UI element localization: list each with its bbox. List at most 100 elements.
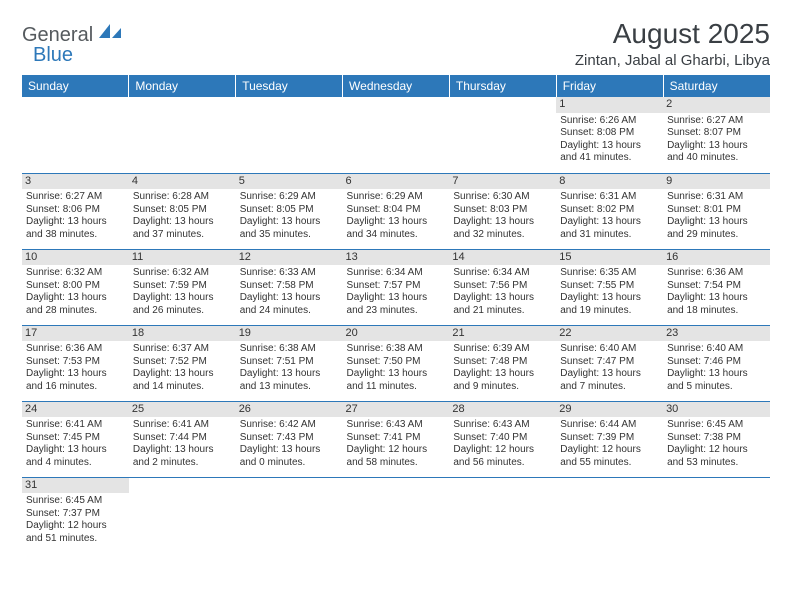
day-cell: 9Sunrise: 6:31 AMSunset: 8:01 PMDaylight…	[663, 173, 770, 249]
sail-icon	[97, 22, 123, 47]
sunrise-line: Sunrise: 6:40 AM	[667, 343, 766, 356]
sunrise-line: Sunrise: 6:33 AM	[240, 267, 339, 280]
day-cell: 18Sunrise: 6:37 AMSunset: 7:52 PMDayligh…	[129, 325, 236, 401]
day-number: 14	[449, 250, 556, 266]
empty-cell	[343, 97, 450, 173]
sunset-line: Sunset: 8:00 PM	[26, 280, 125, 293]
empty-cell	[556, 477, 663, 553]
empty-cell	[663, 477, 770, 553]
sunrise-line: Sunrise: 6:29 AM	[347, 191, 446, 204]
daylight-line: Daylight: 12 hours and 55 minutes.	[560, 444, 659, 469]
daylight-line: Daylight: 13 hours and 28 minutes.	[26, 292, 125, 317]
daylight-line: Daylight: 13 hours and 24 minutes.	[240, 292, 339, 317]
day-cell: 1Sunrise: 6:26 AMSunset: 8:08 PMDaylight…	[556, 97, 663, 173]
sunset-line: Sunset: 7:37 PM	[26, 508, 125, 521]
day-number: 19	[236, 326, 343, 342]
day-number: 29	[556, 402, 663, 418]
sunrise-line: Sunrise: 6:30 AM	[453, 191, 552, 204]
daylight-line: Daylight: 13 hours and 19 minutes.	[560, 292, 659, 317]
empty-cell	[22, 97, 129, 173]
sunrise-line: Sunrise: 6:35 AM	[560, 267, 659, 280]
calendar-row: 24Sunrise: 6:41 AMSunset: 7:45 PMDayligh…	[22, 401, 770, 477]
day-cell: 13Sunrise: 6:34 AMSunset: 7:57 PMDayligh…	[343, 249, 450, 325]
sunset-line: Sunset: 7:38 PM	[667, 432, 766, 445]
day-cell: 14Sunrise: 6:34 AMSunset: 7:56 PMDayligh…	[449, 249, 556, 325]
day-cell: 5Sunrise: 6:29 AMSunset: 8:05 PMDaylight…	[236, 173, 343, 249]
day-number: 27	[343, 402, 450, 418]
day-cell: 7Sunrise: 6:30 AMSunset: 8:03 PMDaylight…	[449, 173, 556, 249]
weekday-header: Tuesday	[236, 75, 343, 97]
sunrise-line: Sunrise: 6:31 AM	[560, 191, 659, 204]
sunset-line: Sunset: 7:56 PM	[453, 280, 552, 293]
day-number: 4	[129, 174, 236, 190]
day-cell: 12Sunrise: 6:33 AMSunset: 7:58 PMDayligh…	[236, 249, 343, 325]
daylight-line: Daylight: 12 hours and 58 minutes.	[347, 444, 446, 469]
day-number: 8	[556, 174, 663, 190]
sunset-line: Sunset: 7:57 PM	[347, 280, 446, 293]
sunrise-line: Sunrise: 6:43 AM	[453, 419, 552, 432]
empty-cell	[343, 477, 450, 553]
sunset-line: Sunset: 7:43 PM	[240, 432, 339, 445]
calendar-row: 10Sunrise: 6:32 AMSunset: 8:00 PMDayligh…	[22, 249, 770, 325]
daylight-line: Daylight: 13 hours and 7 minutes.	[560, 368, 659, 393]
sunrise-line: Sunrise: 6:45 AM	[26, 495, 125, 508]
sunset-line: Sunset: 7:47 PM	[560, 356, 659, 369]
sunrise-line: Sunrise: 6:40 AM	[560, 343, 659, 356]
sunset-line: Sunset: 7:54 PM	[667, 280, 766, 293]
weekday-header: Friday	[556, 75, 663, 97]
day-number: 10	[22, 250, 129, 266]
sunset-line: Sunset: 8:05 PM	[240, 204, 339, 217]
sunset-line: Sunset: 8:04 PM	[347, 204, 446, 217]
daylight-line: Daylight: 13 hours and 35 minutes.	[240, 216, 339, 241]
day-number: 6	[343, 174, 450, 190]
daylight-line: Daylight: 13 hours and 4 minutes.	[26, 444, 125, 469]
sunset-line: Sunset: 8:06 PM	[26, 204, 125, 217]
day-number: 22	[556, 326, 663, 342]
daylight-line: Daylight: 13 hours and 16 minutes.	[26, 368, 125, 393]
empty-cell	[449, 477, 556, 553]
daylight-line: Daylight: 13 hours and 29 minutes.	[667, 216, 766, 241]
day-cell: 10Sunrise: 6:32 AMSunset: 8:00 PMDayligh…	[22, 249, 129, 325]
calendar-table: SundayMondayTuesdayWednesdayThursdayFrid…	[22, 75, 770, 553]
daylight-line: Daylight: 13 hours and 14 minutes.	[133, 368, 232, 393]
day-cell: 16Sunrise: 6:36 AMSunset: 7:54 PMDayligh…	[663, 249, 770, 325]
sunrise-line: Sunrise: 6:45 AM	[667, 419, 766, 432]
day-cell: 31Sunrise: 6:45 AMSunset: 7:37 PMDayligh…	[22, 477, 129, 553]
logo-text-blue: Blue	[33, 44, 73, 67]
sunrise-line: Sunrise: 6:34 AM	[347, 267, 446, 280]
day-number: 11	[129, 250, 236, 266]
sunset-line: Sunset: 7:59 PM	[133, 280, 232, 293]
day-number: 1	[556, 97, 663, 113]
daylight-line: Daylight: 12 hours and 51 minutes.	[26, 520, 125, 545]
daylight-line: Daylight: 13 hours and 11 minutes.	[347, 368, 446, 393]
sunset-line: Sunset: 8:07 PM	[667, 127, 766, 140]
sunset-line: Sunset: 7:52 PM	[133, 356, 232, 369]
sunrise-line: Sunrise: 6:42 AM	[240, 419, 339, 432]
sunset-line: Sunset: 7:45 PM	[26, 432, 125, 445]
day-number: 5	[236, 174, 343, 190]
daylight-line: Daylight: 12 hours and 53 minutes.	[667, 444, 766, 469]
weekday-header-row: SundayMondayTuesdayWednesdayThursdayFrid…	[22, 75, 770, 97]
sunrise-line: Sunrise: 6:34 AM	[453, 267, 552, 280]
month-title: August 2025	[575, 18, 770, 50]
sunset-line: Sunset: 7:55 PM	[560, 280, 659, 293]
sunrise-line: Sunrise: 6:36 AM	[26, 343, 125, 356]
sunrise-line: Sunrise: 6:27 AM	[667, 115, 766, 128]
day-cell: 25Sunrise: 6:41 AMSunset: 7:44 PMDayligh…	[129, 401, 236, 477]
daylight-line: Daylight: 13 hours and 0 minutes.	[240, 444, 339, 469]
sunset-line: Sunset: 8:05 PM	[133, 204, 232, 217]
daylight-line: Daylight: 13 hours and 21 minutes.	[453, 292, 552, 317]
day-cell: 22Sunrise: 6:40 AMSunset: 7:47 PMDayligh…	[556, 325, 663, 401]
sunrise-line: Sunrise: 6:41 AM	[26, 419, 125, 432]
sunset-line: Sunset: 7:46 PM	[667, 356, 766, 369]
day-cell: 26Sunrise: 6:42 AMSunset: 7:43 PMDayligh…	[236, 401, 343, 477]
day-cell: 2Sunrise: 6:27 AMSunset: 8:07 PMDaylight…	[663, 97, 770, 173]
empty-cell	[236, 477, 343, 553]
sunset-line: Sunset: 7:44 PM	[133, 432, 232, 445]
sunset-line: Sunset: 7:39 PM	[560, 432, 659, 445]
day-number: 26	[236, 402, 343, 418]
sunset-line: Sunset: 7:48 PM	[453, 356, 552, 369]
day-cell: 4Sunrise: 6:28 AMSunset: 8:05 PMDaylight…	[129, 173, 236, 249]
daylight-line: Daylight: 13 hours and 13 minutes.	[240, 368, 339, 393]
daylight-line: Daylight: 13 hours and 2 minutes.	[133, 444, 232, 469]
